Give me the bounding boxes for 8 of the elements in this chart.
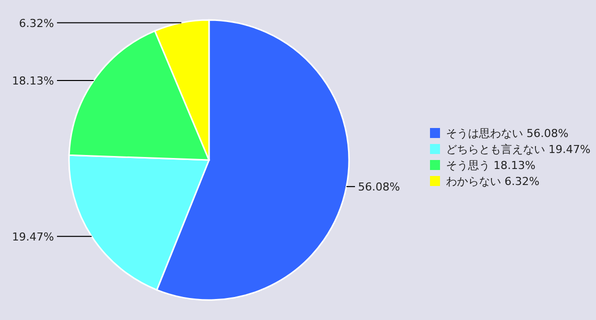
data-label: 19.47% xyxy=(12,230,54,244)
legend-label: どちらとも言えない 19.47% xyxy=(446,143,590,156)
legend-label: わからない 6.32% xyxy=(446,175,540,188)
data-label: 6.32% xyxy=(19,16,54,30)
data-label: 56.08% xyxy=(358,180,400,194)
legend-label: そうは思わない 56.08% xyxy=(446,127,568,140)
data-label: 18.13% xyxy=(12,74,54,88)
legend-label: そう思う 18.13% xyxy=(446,159,536,172)
